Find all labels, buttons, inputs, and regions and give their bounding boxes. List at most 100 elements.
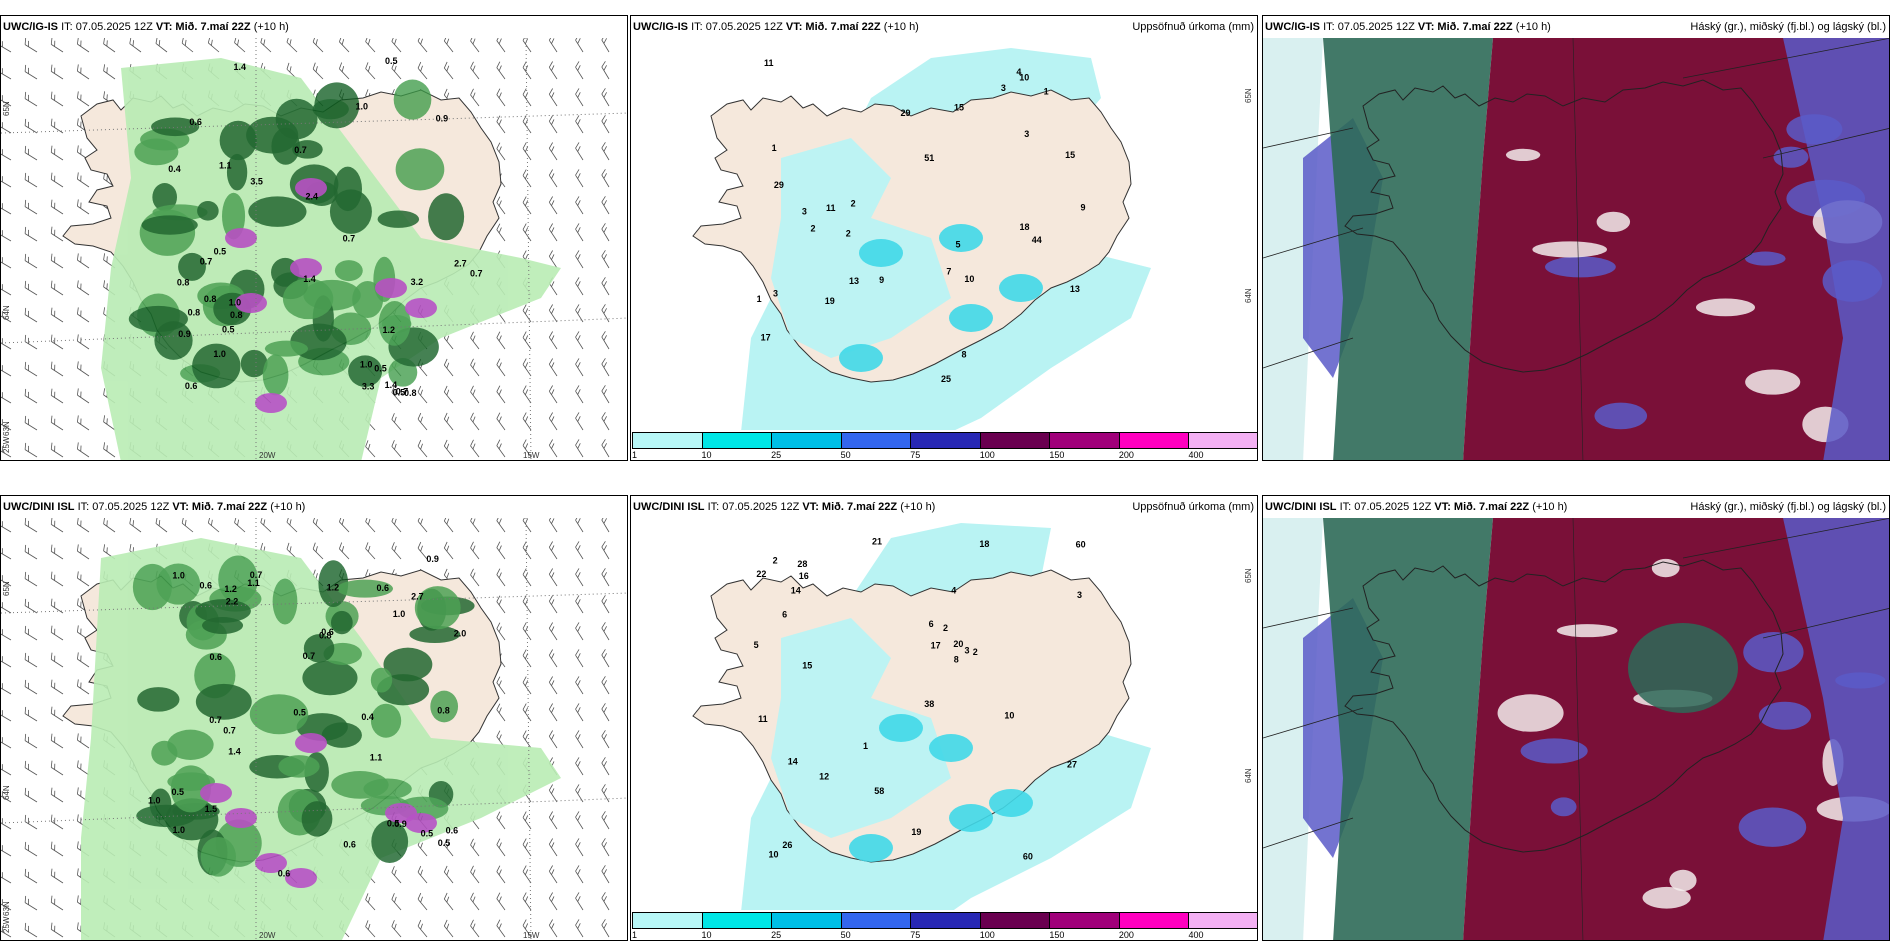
colorbar-tick-label: 150: [1049, 450, 1065, 460]
wind-barb: [1, 284, 12, 296]
wind-barb: [24, 652, 38, 668]
wind-barb: [548, 115, 558, 134]
accum-value-label: 10: [964, 274, 974, 284]
model-name: UWC/DINI ISL: [3, 501, 75, 513]
wind-barb: [443, 541, 454, 560]
wind-barb: [522, 865, 532, 884]
wind-barb: [24, 226, 38, 242]
wind-barb: [575, 223, 584, 242]
precip-value-label: 1.5: [205, 804, 218, 814]
accum-value-label: 5: [754, 640, 759, 650]
wind-barb: [77, 415, 90, 431]
accum-value-label: 38: [924, 699, 934, 709]
wind-barb: [50, 571, 64, 587]
accum-value-label: 10: [1004, 710, 1014, 720]
accum-value-label: 13: [1070, 284, 1080, 294]
wind-barb: [496, 703, 506, 722]
accum-value-label: 18: [1019, 222, 1029, 232]
wind-barb: [496, 518, 506, 533]
wind-barb: [1, 95, 12, 107]
wind-barb: [417, 439, 428, 458]
accum-value-label: 17: [931, 640, 941, 650]
wind-barb: [522, 88, 532, 107]
lat-label: 64N: [1244, 288, 1253, 303]
wind-barb: [522, 518, 532, 533]
wind-barb: [575, 676, 584, 695]
wind-barb: [496, 676, 506, 695]
accum-value-label: 15: [1065, 150, 1075, 160]
accum-precip-overlay: [771, 618, 1033, 862]
precip-value-label: 0.8: [177, 277, 190, 287]
wind-barb: [601, 730, 610, 749]
wind-barb: [496, 115, 506, 134]
accum-value-label: 4: [1016, 67, 1021, 77]
precip-value-label: 1.0: [148, 796, 161, 806]
model-name: UWC/DINI ISL: [633, 501, 705, 513]
wind-barb: [24, 895, 38, 911]
panel-header: UWC/IG-IS IT: 07.05.2025 12Z VT: Mið. 7.…: [1, 16, 627, 38]
lead-time: (+10 h): [1515, 21, 1551, 33]
wind-barb: [548, 88, 558, 107]
wind-barb: [443, 838, 454, 857]
wind-barb: [391, 920, 402, 938]
colorbar-tick-label: 50: [840, 930, 851, 940]
lon-label: 15W: [523, 931, 540, 940]
panel-header: UWC/DINI ISL IT: 07.05.2025 12Z VT: Mið.…: [1, 496, 627, 518]
wind-barb: [496, 331, 506, 350]
colorbar-tick-label: 25: [771, 450, 782, 460]
accum-value-label: 12: [819, 772, 829, 782]
colorbar-tick-label: 1: [632, 450, 638, 460]
accum-value-label: 6: [782, 609, 787, 619]
wind-barb: [1, 365, 12, 377]
lat-label: 65N: [1244, 568, 1253, 583]
wind-barb: [260, 518, 272, 533]
wind-barb: [470, 38, 480, 53]
wind-barb: [50, 442, 64, 458]
wind-barb: [496, 439, 506, 458]
accum-value-label: 19: [825, 296, 835, 306]
wind-barb: [50, 518, 64, 533]
wind-barb: [24, 118, 38, 134]
wind-barb: [548, 730, 558, 749]
wind-barb: [50, 415, 64, 431]
lat-lon-grid: [1263, 38, 1889, 460]
precip-value-label: 1.0: [356, 102, 369, 112]
precip-colorbar: 1 10 25 50 75 100 150 200 400: [631, 910, 1257, 940]
wind-barb: [496, 385, 506, 404]
wind-barb: [50, 652, 64, 668]
colorbar-swatch: [1118, 432, 1190, 449]
wind-barb: [470, 61, 480, 80]
accum-value-label: 16: [799, 571, 809, 581]
wind-barb: [24, 598, 38, 614]
colorbar-swatch: [771, 432, 842, 449]
valid-label: VT:: [1434, 501, 1451, 513]
wind-barb: [575, 196, 584, 215]
wind-barb: [77, 679, 90, 695]
wind-barb: [24, 733, 38, 749]
wind-barb: [1, 230, 12, 242]
wind-barb: [77, 544, 90, 560]
wind-barb: [575, 439, 584, 458]
lon-label: 20W: [259, 451, 276, 460]
wind-barb: [548, 38, 558, 53]
colorbar-swatch: [1188, 432, 1257, 449]
lat-label: 64N: [2, 785, 11, 800]
precip-value-label: 0.5: [222, 325, 235, 335]
lat-label: 63N: [2, 421, 11, 436]
wind-barb: [575, 115, 584, 134]
precip-value-label: 0.9: [394, 819, 407, 829]
colorbar-tick-label: 100: [979, 930, 995, 940]
wind-barb: [496, 61, 506, 80]
wind-barb: [50, 922, 64, 938]
wind-barb: [24, 868, 38, 884]
wind-barb: [50, 361, 64, 377]
panel-clouds-2: UWC/DINI ISL IT: 07.05.2025 12Z VT: Mið.…: [1262, 495, 1890, 941]
wind-barb: [575, 518, 584, 533]
wind-barb: [103, 38, 116, 53]
wind-barb: [575, 757, 584, 776]
wind-barb: [365, 38, 376, 53]
wind-barb: [522, 223, 532, 242]
colorbar-swatch: [910, 912, 981, 929]
precip-value-label: 0.5: [393, 388, 406, 398]
